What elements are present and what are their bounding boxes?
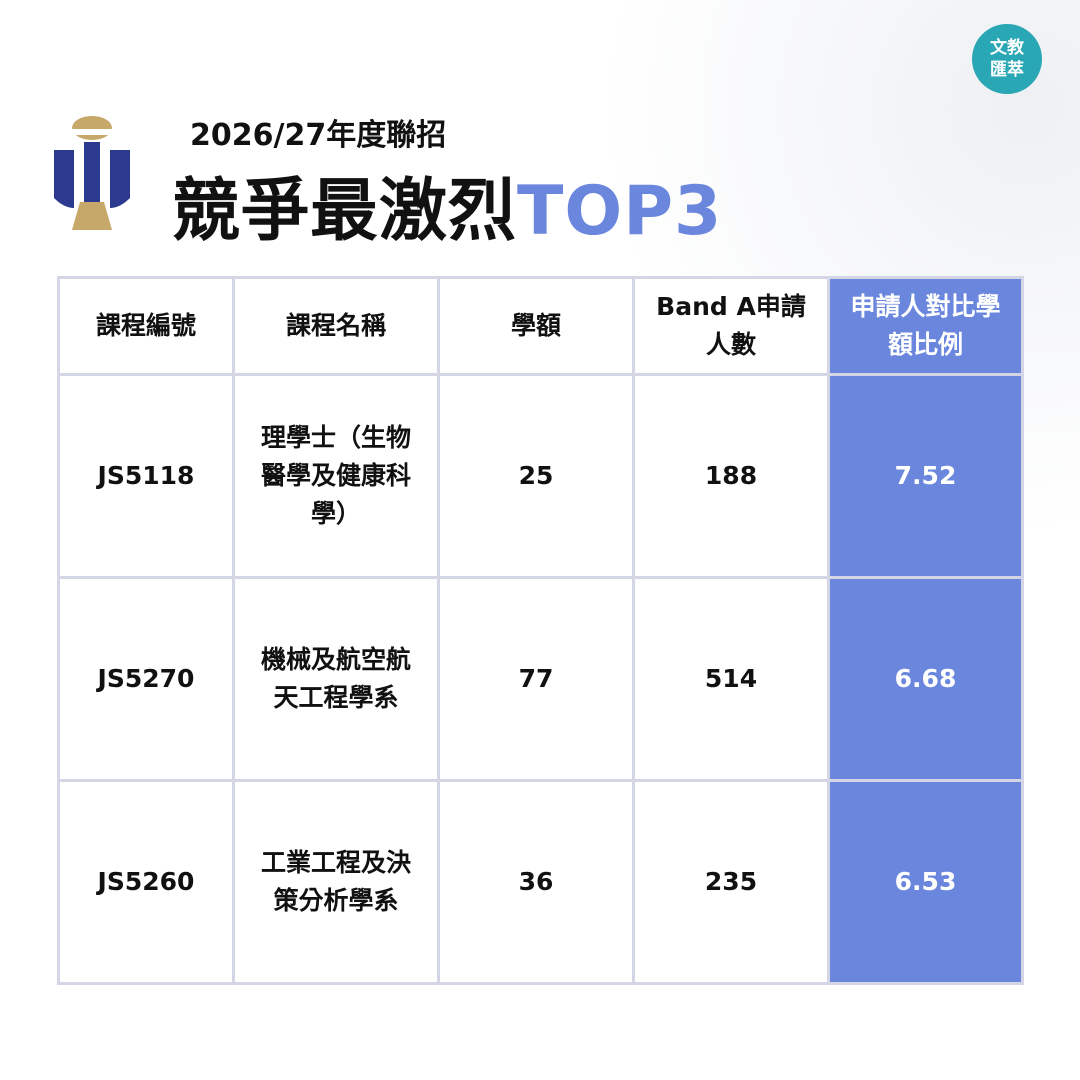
title-text: 競爭最激烈 bbox=[172, 172, 518, 251]
cell: 514 bbox=[632, 576, 830, 782]
cell: 235 bbox=[632, 779, 830, 985]
column-header: 學額 bbox=[437, 276, 635, 376]
cell: 6.68 bbox=[827, 576, 1024, 782]
badge-text: 文教 bbox=[990, 38, 1024, 58]
cell: 機械及航空航天工程學系 bbox=[232, 576, 440, 782]
cell: JS5270 bbox=[57, 576, 235, 782]
column-header: 申請人對比學額比例 bbox=[827, 276, 1024, 376]
title: 競爭最激烈TOP3 bbox=[172, 155, 722, 254]
cell: 188 bbox=[632, 373, 830, 579]
cell: JS5118 bbox=[57, 373, 235, 579]
cell: 6.53 bbox=[827, 779, 1024, 985]
cell: 36 bbox=[437, 779, 635, 985]
cell: 25 bbox=[437, 373, 635, 579]
subtitle: 2026/27年度聯招 bbox=[190, 118, 447, 153]
cell: 7.52 bbox=[827, 373, 1024, 579]
badge: 文教 匯萃 bbox=[972, 24, 1042, 94]
column-header: 課程編號 bbox=[57, 276, 235, 376]
logo bbox=[54, 116, 130, 230]
badge-text: 匯萃 bbox=[990, 60, 1024, 80]
table: 課程編號 課程名稱 學額 Band A申請人數 申請人對比學額比例 JS5118… bbox=[57, 276, 1024, 985]
row: JS5270 機械及航空航天工程學系 77 514 6.68 bbox=[57, 576, 1024, 782]
column-header: 課程名稱 bbox=[232, 276, 440, 376]
title-accent: TOP3 bbox=[517, 172, 723, 251]
row: JS5118 理學士（生物醫學及健康科學） 25 188 7.52 bbox=[57, 373, 1024, 579]
cell: 工業工程及決策分析學系 bbox=[232, 779, 440, 985]
cell: 理學士（生物醫學及健康科學） bbox=[232, 373, 440, 579]
cell: JS5260 bbox=[57, 779, 235, 985]
cell: 77 bbox=[437, 576, 635, 782]
column-header: Band A申請人數 bbox=[632, 276, 830, 376]
row: JS5260 工業工程及決策分析學系 36 235 6.53 bbox=[57, 779, 1024, 985]
header-row: 課程編號 課程名稱 學額 Band A申請人數 申請人對比學額比例 bbox=[57, 276, 1024, 376]
